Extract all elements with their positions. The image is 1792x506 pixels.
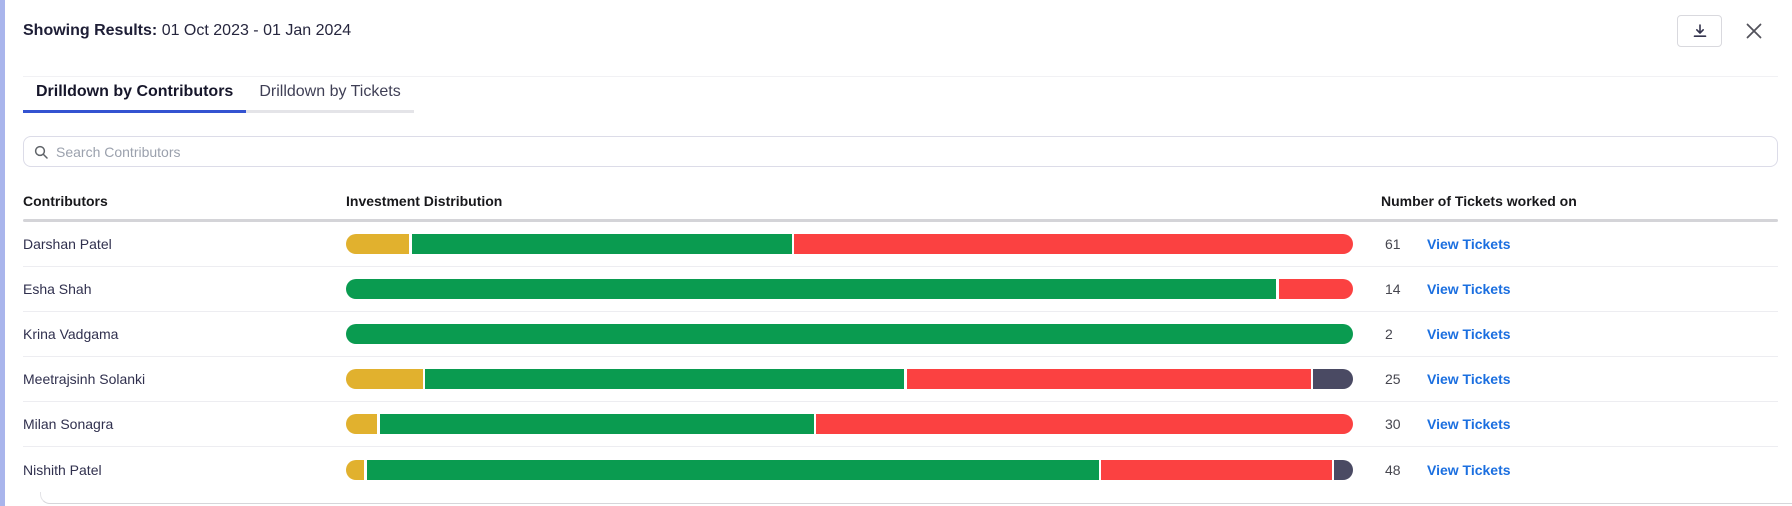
download-button[interactable] — [1677, 15, 1722, 47]
tickets-count: 61 — [1385, 236, 1401, 252]
investment-distribution-bar — [346, 279, 1353, 299]
header-actions — [1677, 15, 1778, 47]
tickets-count: 25 — [1385, 371, 1401, 387]
investment-distribution-bar — [346, 414, 1353, 434]
bar-segment-slate — [1334, 459, 1353, 480]
investment-distribution-bar — [346, 234, 1353, 254]
view-tickets-link[interactable]: View Tickets — [1427, 371, 1511, 387]
search-contributors-box[interactable] — [23, 136, 1778, 167]
close-button[interactable] — [1742, 19, 1766, 43]
table-header-row: Contributors Investment Distribution Num… — [23, 193, 1778, 209]
bar-segment-green — [425, 369, 905, 389]
investment-distribution-bar — [346, 369, 1353, 389]
column-header-investment-distribution: Investment Distribution — [346, 193, 503, 209]
table-row: Darshan Patel 61 View Tickets — [23, 222, 1778, 267]
column-header-contributors: Contributors — [23, 193, 108, 209]
investment-distribution-bar — [346, 459, 1353, 480]
view-tickets-link[interactable]: View Tickets — [1427, 461, 1511, 478]
panel-bottom-border — [40, 492, 1792, 504]
table-row: Esha Shah 14 View Tickets — [23, 267, 1778, 312]
table-row: Meetrajsinh Solanki 25 View Tickets — [23, 357, 1778, 402]
contributor-name: Krina Vadgama — [23, 326, 119, 342]
bar-segment-yellow — [346, 369, 423, 389]
tickets-count: 48 — [1385, 461, 1401, 478]
table-row: Nishith Patel 48 View Tickets — [23, 447, 1778, 492]
contributor-name: Milan Sonagra — [23, 416, 114, 432]
bar-segment-yellow — [346, 414, 378, 434]
bar-segment-green — [411, 234, 792, 254]
bar-segment-red — [906, 369, 1311, 389]
column-header-number-of-tickets: Number of Tickets worked on — [1381, 193, 1577, 209]
panel-header: Showing Results: 01 Oct 2023 - 01 Jan 20… — [23, 0, 1778, 76]
table-header-divider — [23, 219, 1778, 222]
search-contributors-input[interactable] — [56, 143, 1767, 160]
table-row: Milan Sonagra 30 View Tickets — [23, 402, 1778, 447]
close-icon — [1744, 21, 1764, 41]
tickets-count: 30 — [1385, 416, 1401, 432]
bar-segment-slate — [1313, 369, 1353, 389]
bar-segment-yellow — [346, 459, 365, 480]
bar-segment-green — [346, 279, 1277, 299]
investment-distribution-bar — [346, 324, 1353, 344]
view-tickets-link[interactable]: View Tickets — [1427, 236, 1511, 252]
contributor-name: Esha Shah — [23, 281, 92, 297]
bar-segment-red — [1278, 279, 1353, 299]
showing-results-label: Showing Results: — [23, 22, 158, 39]
download-icon — [1692, 23, 1708, 39]
bar-segment-red — [1101, 459, 1332, 480]
contributors-table-body: Darshan Patel 61 View Tickets Esha Shah … — [23, 222, 1778, 492]
bar-segment-red — [816, 414, 1353, 434]
bar-segment-yellow — [346, 234, 410, 254]
view-tickets-link[interactable]: View Tickets — [1427, 281, 1511, 297]
view-tickets-link[interactable]: View Tickets — [1427, 326, 1511, 342]
search-icon — [34, 145, 48, 159]
bar-segment-red — [794, 234, 1353, 254]
tabs-bar: Drilldown by Contributors Drilldown by T… — [23, 76, 1778, 113]
view-tickets-link[interactable]: View Tickets — [1427, 416, 1511, 432]
bar-segment-green — [379, 414, 814, 434]
tickets-count: 2 — [1385, 326, 1393, 342]
contributor-name: Nishith Patel — [23, 461, 102, 478]
contributor-name: Meetrajsinh Solanki — [23, 371, 146, 387]
bar-segment-green — [366, 459, 1099, 480]
showing-results-range: 01 Oct 2023 - 01 Jan 2024 — [161, 22, 352, 39]
tickets-count: 14 — [1385, 281, 1401, 297]
bar-segment-green — [346, 324, 1353, 344]
showing-results-text: Showing Results: 01 Oct 2023 - 01 Jan 20… — [23, 22, 351, 40]
table-row: Krina Vadgama 2 View Tickets — [23, 312, 1778, 357]
contributor-name: Darshan Patel — [23, 236, 112, 252]
modal-left-edge — [0, 0, 5, 506]
tab-drilldown-by-contributors[interactable]: Drilldown by Contributors — [23, 77, 247, 113]
tab-drilldown-by-tickets[interactable]: Drilldown by Tickets — [246, 77, 414, 113]
